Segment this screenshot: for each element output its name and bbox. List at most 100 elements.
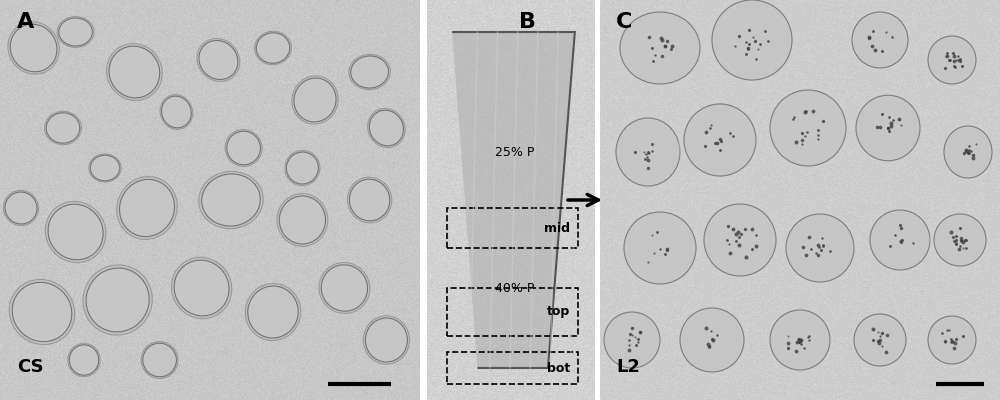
Ellipse shape bbox=[174, 260, 229, 316]
Ellipse shape bbox=[944, 126, 992, 178]
Ellipse shape bbox=[928, 316, 976, 364]
Ellipse shape bbox=[680, 308, 744, 372]
Ellipse shape bbox=[46, 113, 80, 143]
Ellipse shape bbox=[675, 303, 749, 377]
Ellipse shape bbox=[604, 312, 660, 368]
Ellipse shape bbox=[197, 38, 240, 82]
Ellipse shape bbox=[227, 131, 260, 165]
Ellipse shape bbox=[86, 268, 149, 332]
Ellipse shape bbox=[770, 90, 846, 166]
Ellipse shape bbox=[679, 99, 761, 182]
Ellipse shape bbox=[684, 104, 756, 176]
Ellipse shape bbox=[59, 18, 92, 46]
Ellipse shape bbox=[349, 54, 390, 90]
Ellipse shape bbox=[89, 154, 121, 182]
Ellipse shape bbox=[706, 0, 798, 86]
Ellipse shape bbox=[57, 17, 94, 47]
Ellipse shape bbox=[294, 78, 336, 122]
Ellipse shape bbox=[940, 122, 996, 182]
Ellipse shape bbox=[119, 179, 175, 237]
Ellipse shape bbox=[856, 95, 920, 161]
Ellipse shape bbox=[786, 214, 854, 282]
Ellipse shape bbox=[248, 286, 298, 338]
Ellipse shape bbox=[12, 282, 72, 342]
Ellipse shape bbox=[616, 118, 680, 186]
Ellipse shape bbox=[351, 56, 388, 88]
Ellipse shape bbox=[285, 150, 320, 186]
Ellipse shape bbox=[614, 7, 706, 89]
Ellipse shape bbox=[3, 190, 39, 226]
Ellipse shape bbox=[48, 204, 103, 260]
Ellipse shape bbox=[225, 130, 262, 166]
Ellipse shape bbox=[143, 343, 176, 377]
Ellipse shape bbox=[848, 8, 912, 72]
Ellipse shape bbox=[611, 113, 685, 191]
Ellipse shape bbox=[347, 177, 392, 223]
Text: B: B bbox=[519, 12, 536, 32]
Ellipse shape bbox=[781, 209, 859, 287]
Text: A: A bbox=[17, 12, 34, 32]
Ellipse shape bbox=[924, 32, 980, 88]
Text: CS: CS bbox=[17, 358, 43, 376]
Ellipse shape bbox=[202, 174, 260, 226]
Ellipse shape bbox=[851, 90, 925, 166]
Ellipse shape bbox=[619, 206, 701, 290]
Text: 40% P: 40% P bbox=[495, 282, 534, 294]
Ellipse shape bbox=[624, 212, 696, 284]
Ellipse shape bbox=[199, 40, 238, 80]
Ellipse shape bbox=[83, 265, 152, 335]
Text: mid: mid bbox=[544, 222, 570, 234]
Ellipse shape bbox=[5, 192, 37, 224]
Ellipse shape bbox=[620, 12, 700, 84]
Ellipse shape bbox=[924, 312, 980, 368]
Ellipse shape bbox=[928, 36, 976, 84]
Ellipse shape bbox=[245, 284, 301, 340]
Ellipse shape bbox=[934, 214, 986, 266]
Ellipse shape bbox=[277, 194, 328, 246]
Text: C: C bbox=[616, 12, 632, 32]
Ellipse shape bbox=[255, 31, 291, 65]
Ellipse shape bbox=[704, 204, 776, 276]
Ellipse shape bbox=[286, 152, 318, 184]
Ellipse shape bbox=[279, 196, 326, 244]
Ellipse shape bbox=[365, 318, 407, 362]
Ellipse shape bbox=[369, 110, 403, 146]
Polygon shape bbox=[452, 32, 575, 368]
Ellipse shape bbox=[117, 176, 177, 240]
Ellipse shape bbox=[866, 206, 934, 274]
Ellipse shape bbox=[699, 198, 781, 282]
Text: 25% P: 25% P bbox=[495, 146, 534, 158]
Ellipse shape bbox=[368, 108, 405, 148]
Ellipse shape bbox=[162, 96, 191, 128]
Ellipse shape bbox=[45, 111, 81, 145]
Ellipse shape bbox=[199, 171, 263, 229]
Text: top: top bbox=[547, 306, 570, 318]
Ellipse shape bbox=[9, 279, 75, 345]
Ellipse shape bbox=[930, 210, 990, 270]
Ellipse shape bbox=[854, 314, 906, 366]
Ellipse shape bbox=[90, 155, 120, 181]
Text: L2: L2 bbox=[616, 358, 640, 376]
Ellipse shape bbox=[292, 76, 338, 124]
Ellipse shape bbox=[712, 0, 792, 80]
Ellipse shape bbox=[8, 22, 59, 74]
Ellipse shape bbox=[600, 308, 664, 372]
Ellipse shape bbox=[870, 210, 930, 270]
Ellipse shape bbox=[109, 46, 160, 98]
Ellipse shape bbox=[160, 94, 193, 130]
Ellipse shape bbox=[764, 84, 852, 172]
Ellipse shape bbox=[349, 179, 390, 221]
Ellipse shape bbox=[766, 306, 834, 374]
Ellipse shape bbox=[141, 342, 178, 378]
Ellipse shape bbox=[45, 202, 106, 262]
Ellipse shape bbox=[321, 265, 368, 311]
Ellipse shape bbox=[363, 316, 410, 364]
Ellipse shape bbox=[319, 262, 370, 314]
Ellipse shape bbox=[10, 24, 57, 72]
Text: bot: bot bbox=[547, 362, 570, 374]
Ellipse shape bbox=[68, 343, 100, 377]
Ellipse shape bbox=[107, 44, 162, 100]
Ellipse shape bbox=[256, 33, 290, 63]
Ellipse shape bbox=[850, 310, 910, 370]
Ellipse shape bbox=[852, 12, 908, 68]
